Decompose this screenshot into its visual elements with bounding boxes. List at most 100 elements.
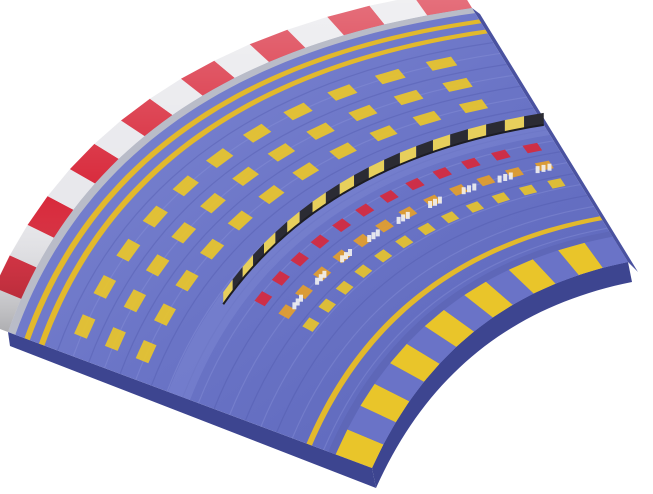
inner-curb-block	[335, 429, 384, 468]
inner-lane-dash	[375, 219, 394, 233]
inner-lane-dash	[423, 194, 442, 207]
inner-lane-dash	[405, 177, 425, 191]
lane-marker	[401, 214, 406, 222]
surface-streak	[88, 63, 507, 363]
surface-streak	[260, 183, 581, 427]
lane-marking	[200, 192, 226, 214]
lane-marker	[461, 187, 466, 195]
inner-lane-dash	[254, 291, 273, 307]
barrier-block	[223, 279, 233, 305]
lane-marking	[258, 185, 285, 205]
lane-marking	[116, 238, 141, 262]
lane-marking	[104, 327, 126, 351]
lane-marking	[145, 254, 170, 277]
lane-marker	[472, 183, 477, 191]
inner-curb-block	[374, 363, 424, 402]
inner-lane-dash	[476, 175, 496, 187]
inner-curb-block	[508, 259, 556, 294]
lane-marker	[433, 198, 437, 206]
lane-marker	[299, 294, 303, 302]
lane-marking	[369, 125, 398, 142]
inner-lane-dash	[290, 252, 309, 267]
barrier-block	[504, 116, 525, 133]
inner-curb-block	[532, 250, 579, 284]
barrier-block	[339, 175, 355, 196]
surface-streak	[150, 107, 534, 386]
inner-curb-block	[360, 383, 410, 423]
lane-marking	[142, 205, 168, 228]
lane-marking	[442, 77, 473, 92]
lane-marker	[437, 196, 442, 204]
inner-curb-block	[558, 242, 603, 275]
lane-marker	[315, 277, 320, 285]
barrier-block	[354, 167, 369, 188]
barrier-block	[524, 112, 544, 129]
lane-marking	[458, 99, 489, 114]
lane-marker	[348, 249, 352, 256]
lane-marking	[306, 122, 335, 140]
inner-lane-dash	[432, 167, 452, 180]
inner-lane-dash	[310, 234, 330, 249]
lane-marker	[503, 174, 508, 181]
barrier-block	[263, 232, 276, 256]
lane-marker	[344, 252, 348, 260]
lane-marking	[329, 142, 357, 160]
surface-streak	[119, 85, 521, 375]
track-side-front	[8, 332, 376, 488]
lane-marker	[318, 274, 323, 282]
inner-lane-dash	[318, 298, 336, 313]
lane-marking	[412, 110, 442, 126]
lane-marking	[425, 56, 458, 71]
lane-marker	[396, 216, 401, 224]
inner-curb-block	[390, 343, 440, 382]
lane-marking	[232, 166, 259, 186]
lane-marking	[154, 303, 176, 326]
lane-marking	[175, 269, 199, 292]
inner-lane-dash	[547, 178, 566, 189]
lane-marking	[74, 314, 96, 339]
inner-lane-dash	[354, 264, 373, 278]
lane-marking	[135, 340, 157, 364]
lane-marker	[535, 166, 540, 174]
inner-lane-dash	[355, 203, 375, 217]
lane-marker	[340, 255, 345, 263]
inner-lane-dash	[353, 233, 372, 248]
inner-curb-block	[464, 281, 513, 318]
barrier-block	[275, 221, 288, 245]
lane-marker	[428, 201, 433, 208]
inner-lane-dash	[417, 222, 436, 236]
track-side-back	[472, 8, 638, 272]
lane-marking	[283, 102, 313, 121]
lane-marker	[467, 185, 471, 193]
surface-streak	[56, 41, 494, 351]
surface-streak	[213, 151, 561, 410]
lane-marking	[292, 162, 320, 181]
inner-lane-dash	[335, 280, 354, 295]
barrier-block	[232, 266, 243, 292]
lane-marking	[348, 104, 378, 122]
inner-lane-dash	[332, 218, 352, 232]
inner-lane-dash	[379, 190, 399, 203]
barrier-block	[384, 152, 400, 172]
barrier-block	[299, 201, 313, 224]
inner-curb-block	[347, 405, 396, 445]
lane-marking	[200, 238, 225, 260]
inner-lane-dash	[461, 157, 481, 170]
inner-lane-dash	[374, 249, 393, 263]
surface-streak	[323, 227, 608, 451]
barrier-block	[325, 183, 340, 205]
inner-lane-dash	[271, 270, 290, 286]
inner-lane-dash	[313, 266, 332, 281]
barrier-block	[312, 192, 326, 214]
lane-marking	[327, 84, 358, 101]
lane-marker	[295, 298, 300, 306]
inner-curb-block	[485, 269, 534, 305]
lane-marker	[508, 172, 513, 180]
lane-marker	[541, 164, 546, 172]
barrier-block	[416, 139, 433, 159]
lane-marking	[242, 123, 272, 143]
inner-lane-dash	[522, 142, 543, 154]
lane-marker	[497, 175, 502, 183]
lane-marker	[367, 235, 372, 242]
